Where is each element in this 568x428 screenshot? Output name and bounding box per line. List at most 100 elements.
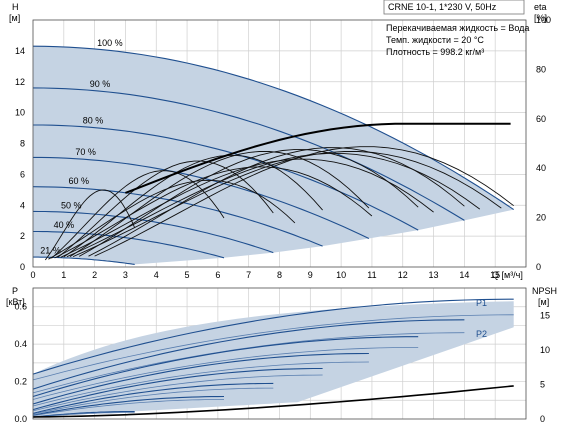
- series-label-p2: P2: [476, 329, 487, 339]
- speed-curve: [32, 45, 515, 211]
- top-y-tick: 12: [15, 77, 25, 87]
- power-area: [33, 301, 514, 418]
- top-x-tick: 9: [308, 270, 313, 280]
- power-curve-p1: [32, 367, 323, 411]
- top-curves: [32, 45, 515, 265]
- efficiency-curve: [60, 158, 434, 258]
- top-y-tick: 10: [15, 108, 25, 118]
- bottom-y-tick: 0.4: [14, 339, 27, 349]
- bottom-y-tick: 0.0: [14, 414, 27, 424]
- power-curve-p2: [32, 347, 419, 400]
- efficiency-curve: [57, 160, 274, 258]
- bottom-y2-tick: 10: [540, 345, 550, 355]
- speed-label: 60 %: [68, 176, 89, 186]
- top-x-tick: 13: [429, 270, 439, 280]
- top-x-tick: 7: [246, 270, 251, 280]
- efficiency-curve: [44, 189, 136, 261]
- info-line: Плотность = 998.2 кг/м³: [386, 47, 484, 57]
- speed-curve: [33, 256, 135, 265]
- top-x-tick: 8: [277, 270, 282, 280]
- bottom-curves: [32, 298, 514, 418]
- power-curve-p2: [32, 399, 224, 417]
- bottom-y-tick: 0.2: [14, 377, 27, 387]
- efficiency-curve: [72, 151, 502, 258]
- speed-curve: [33, 124, 419, 231]
- top-y2-label: eta: [534, 2, 547, 12]
- speed-label: 70 %: [75, 147, 96, 157]
- top-x-tick: 0: [30, 270, 35, 280]
- bottom-y-tick: 0.6: [14, 302, 27, 312]
- top-x-tick: 12: [398, 270, 408, 280]
- power-curve-p2: [32, 374, 323, 412]
- npsh-curve: [32, 385, 514, 418]
- info-line: Темп. жидкости = 20 °C: [386, 35, 484, 45]
- top-x-tick: 11: [367, 270, 376, 280]
- power-curve-p1: [32, 319, 465, 390]
- info-line: Перекачиваемая жидкость = Вода: [386, 23, 529, 33]
- efficiency-band: [125, 122, 511, 194]
- efficiency-curve: [78, 149, 419, 257]
- top-y2-tick: 20: [536, 213, 546, 223]
- power-curve-p2: [32, 412, 135, 418]
- top-y2-tick: 0: [536, 262, 541, 272]
- top-y2-tick: 60: [536, 114, 546, 124]
- top-plot-frame: [32, 19, 527, 268]
- title-text: CRNE 10-1, 1*230 V, 50Hz: [388, 2, 497, 12]
- operating-area: [33, 46, 514, 265]
- bottom-y2-tick: 5: [540, 380, 545, 390]
- top-y-tick: 4: [20, 200, 25, 210]
- bottom-y-label: P: [12, 286, 18, 296]
- speed-label: 50 %: [61, 200, 82, 210]
- top-y2-tick: 100: [536, 15, 551, 25]
- speed-label: 100 %: [97, 38, 123, 48]
- efficiency-curve: [54, 166, 373, 259]
- top-y-tick: 6: [20, 169, 25, 179]
- power-curve-p1: [32, 352, 369, 405]
- series-label-p1: P1: [476, 298, 487, 308]
- top-x-tick: 14: [459, 270, 469, 280]
- top-frame: [32, 19, 527, 268]
- chart-labels: 100 %90 %80 %70 %60 %50 %40 %21 %0 1 2 3 4 5 6…: [6, 0, 557, 424]
- top-x-tick: 6: [215, 270, 220, 280]
- top-x-label: Q [м³/ч]: [492, 270, 523, 280]
- power-curve-p1: [32, 395, 225, 416]
- speed-curve: [33, 230, 225, 259]
- speed-label: 40 %: [54, 220, 75, 230]
- top-y-tick: 2: [20, 231, 25, 241]
- bottom-y2-unit: [м]: [538, 297, 549, 307]
- speed-curve: [33, 156, 370, 239]
- efficiency-curve: [48, 179, 296, 260]
- power-curve-p2: [32, 314, 514, 381]
- bottom-y2-tick: 0: [540, 414, 545, 424]
- top-x-tick: 4: [154, 270, 159, 280]
- bottom-y2-label: NPSH: [532, 286, 557, 296]
- power-curve-p1: [32, 410, 135, 418]
- efficiency-curve: [69, 151, 370, 257]
- top-y2-unit: [%]: [534, 13, 547, 23]
- top-x-tick: 5: [185, 270, 190, 280]
- power-curve-p1: [32, 382, 274, 414]
- top-y-tick: 14: [15, 46, 25, 56]
- top-x-tick: 1: [61, 270, 66, 280]
- power-curve-p2: [32, 361, 369, 407]
- top-x-tick: 3: [123, 270, 128, 280]
- efficiency-curve: [88, 147, 465, 257]
- top-y-tick: 0: [20, 262, 25, 272]
- top-y2-tick: 80: [536, 64, 546, 74]
- speed-label: 80 %: [83, 115, 104, 125]
- top-y-unit: [м]: [9, 13, 20, 23]
- bottom-y2-tick: 15: [540, 311, 550, 321]
- bottom-plot-frame: [32, 287, 527, 420]
- bottom-frame: [32, 287, 527, 420]
- top-x-tick: 2: [92, 270, 97, 280]
- top-x-tick: 10: [336, 270, 346, 280]
- top-y-tick: 8: [20, 139, 25, 149]
- title-box: [383, 0, 525, 15]
- top-y-label: H: [12, 2, 19, 12]
- speed-label: 90 %: [90, 79, 111, 89]
- speed-curve: [32, 210, 274, 254]
- speed-curve: [32, 87, 465, 221]
- bottom-y-unit: [кВт]: [6, 297, 25, 307]
- efficiency-curve: [66, 152, 481, 258]
